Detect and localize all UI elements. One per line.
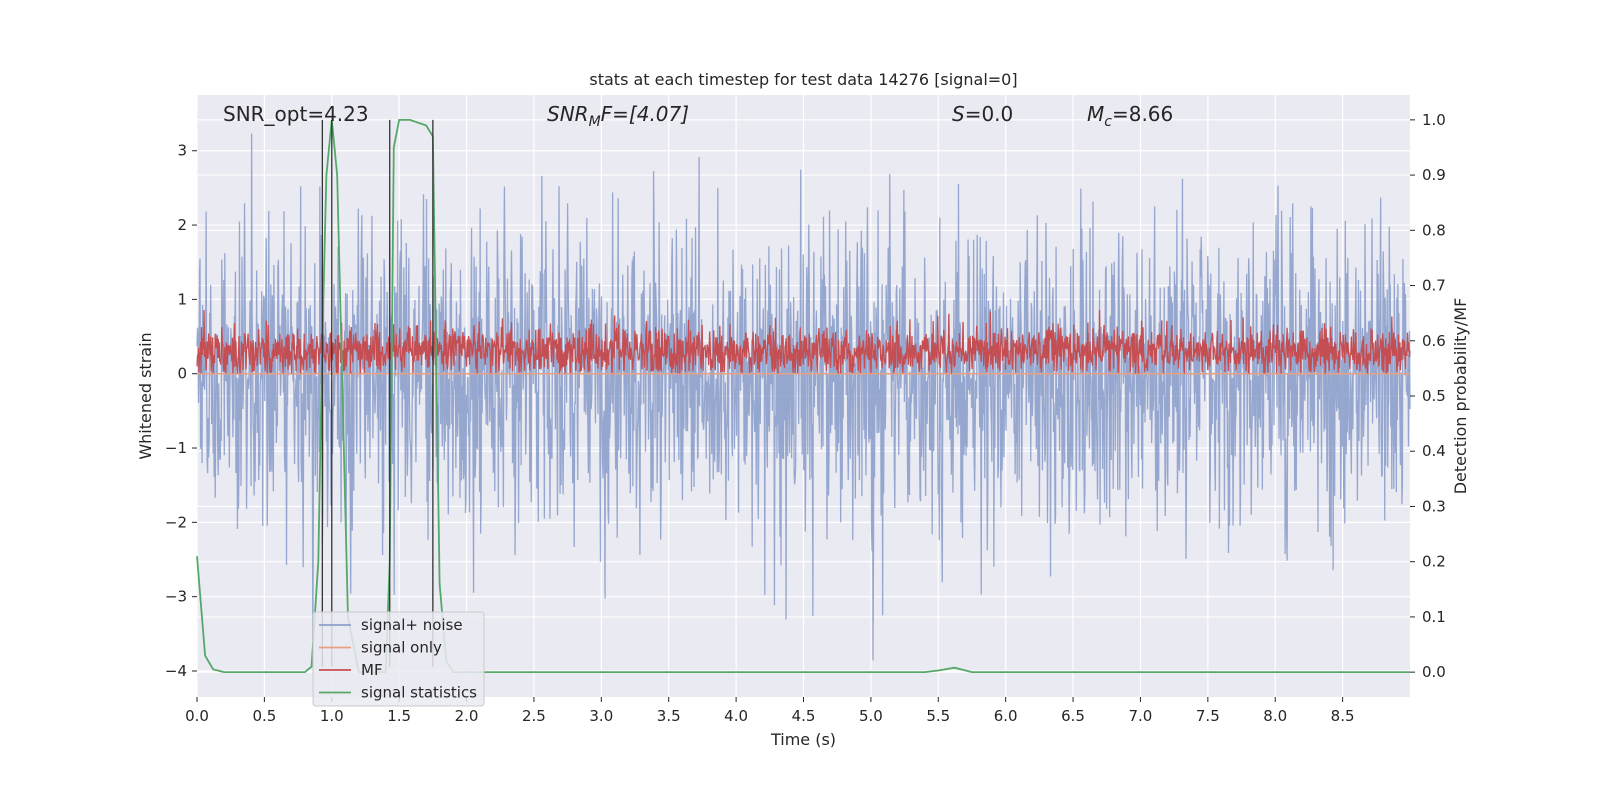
legend-label: signal statistics bbox=[361, 684, 477, 702]
x-tick-label: 7.0 bbox=[1129, 707, 1153, 725]
annotation-snr-opt: SNR_opt=4.23 bbox=[223, 102, 369, 126]
legend-label: signal+ noise bbox=[361, 616, 463, 634]
annotation-s: S=0.0 bbox=[952, 102, 1013, 126]
x-tick-label: 4.5 bbox=[792, 707, 816, 725]
series-mf-line bbox=[196, 310, 1411, 375]
y-right-axis-label: Detection probability/MF bbox=[1451, 298, 1470, 495]
y-right-tick-label: 0.7 bbox=[1422, 277, 1446, 295]
legend-label: signal only bbox=[361, 639, 442, 657]
x-tick-label: 1.0 bbox=[320, 707, 344, 725]
y-right-axis-ticks: 1.0 0.9 0.8 0.7 0.6 0.5 0.4 0.3 0.2 0.1 0.0 bbox=[1410, 111, 1446, 681]
annotation-snr-mf-sub: M bbox=[589, 114, 601, 130]
x-tick-label: 0.0 bbox=[185, 707, 209, 725]
legend-label: MF bbox=[361, 661, 383, 679]
x-tick-label: 3.5 bbox=[657, 707, 681, 725]
legend-entries: signal+ noise signal only MF signal statist… bbox=[319, 616, 477, 702]
annotation-s-main: S bbox=[952, 102, 965, 126]
annotation-s-rest: =0.0 bbox=[965, 102, 1014, 126]
annotation-snr-mf-main: SNR bbox=[547, 102, 589, 126]
y-right-tick-label: 0.8 bbox=[1422, 221, 1446, 239]
annotation-snr-mf-rest: F=[4.07] bbox=[601, 102, 689, 126]
x-tick-label: 2.5 bbox=[522, 707, 546, 725]
x-axis-label: Time (s) bbox=[770, 730, 836, 749]
y-right-tick-label: 0.9 bbox=[1422, 166, 1446, 184]
y-right-tick-label: 0.2 bbox=[1422, 553, 1446, 571]
y-axis-label: Whitened strain bbox=[136, 332, 155, 459]
chart-title: stats at each timestep for test data 142… bbox=[589, 70, 1017, 89]
y-right-tick-label: 0.6 bbox=[1422, 332, 1446, 350]
annotation-mc-rest: =8.66 bbox=[1112, 102, 1173, 126]
series-signal-statistics-line bbox=[196, 118, 1410, 674]
x-tick-label: 4.0 bbox=[724, 707, 748, 725]
y-axis-ticks: 3 2 1 0 −1 −2 −3 −4 bbox=[165, 142, 197, 680]
y-tick-label: −4 bbox=[165, 662, 187, 680]
y-right-tick-label: 0.4 bbox=[1422, 442, 1446, 460]
x-tick-label: 8.0 bbox=[1263, 707, 1287, 725]
vertical-markers bbox=[321, 119, 434, 667]
y-tick-label: −3 bbox=[165, 588, 187, 606]
annotation-mc-main: M bbox=[1087, 102, 1104, 126]
y-tick-label: −1 bbox=[165, 439, 187, 457]
y-right-tick-label: 0.1 bbox=[1422, 608, 1446, 626]
annotation-mc-sub: c bbox=[1104, 114, 1112, 130]
y-right-tick-label: 1.0 bbox=[1422, 111, 1446, 129]
x-tick-label: 2.0 bbox=[455, 707, 479, 725]
y-right-tick-label: 0.3 bbox=[1422, 497, 1446, 515]
y-tick-label: 3 bbox=[177, 142, 187, 160]
x-tick-label: 8.5 bbox=[1331, 707, 1355, 725]
x-axis-ticks: 0.0 0.5 1.0 1.5 2.0 2.5 3.0 3.5 4.0 4.5 5.0 5.5 6.0 6… bbox=[185, 697, 1355, 725]
annotation-snr-mf: SNRMF=[4.07] bbox=[547, 102, 689, 130]
x-tick-label: 5.0 bbox=[859, 707, 883, 725]
x-tick-label: 3.0 bbox=[589, 707, 613, 725]
y-tick-label: 0 bbox=[177, 365, 187, 383]
x-tick-label: 6.0 bbox=[994, 707, 1018, 725]
legend-box bbox=[312, 611, 485, 707]
x-tick-label: 5.5 bbox=[926, 707, 950, 725]
annotation-mc: Mc=8.66 bbox=[1087, 102, 1173, 130]
y-tick-label: −2 bbox=[165, 513, 187, 531]
y-tick-label: 2 bbox=[177, 216, 187, 234]
y-right-tick-label: 0.5 bbox=[1422, 387, 1446, 405]
series-layer bbox=[196, 118, 1411, 674]
y-right-tick-label: 0.0 bbox=[1422, 663, 1446, 681]
x-tick-label: 1.5 bbox=[387, 707, 411, 725]
x-tick-label: 0.5 bbox=[252, 707, 276, 725]
x-tick-label: 6.5 bbox=[1061, 707, 1085, 725]
legend: signal+ noise signal only MF signal statist… bbox=[312, 611, 485, 707]
y-tick-label: 1 bbox=[177, 290, 187, 308]
x-tick-label: 7.5 bbox=[1196, 707, 1220, 725]
